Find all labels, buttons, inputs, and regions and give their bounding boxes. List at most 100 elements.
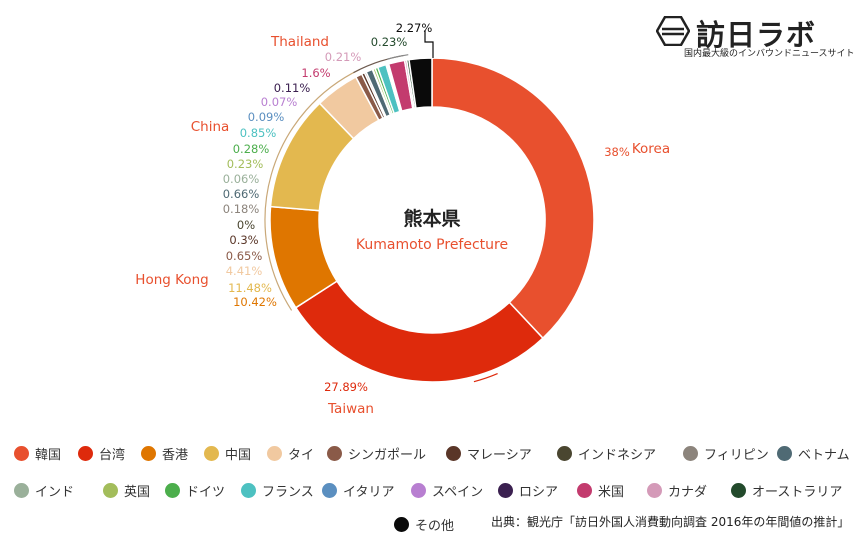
source-note: 出典：観光庁「訪日外国人消費動向調査 2016年の年間値の推計」 (491, 515, 850, 529)
legend-item-6: シンガポール (327, 444, 426, 463)
donut-chart: 熊本県 Kumamoto Prefecture 38% 27.89% 10.42%11.… (135, 21, 670, 417)
legend-label: 英国 (124, 485, 151, 500)
logo-name: 訪日ラボ (696, 18, 817, 52)
legend-item-9: フィリピン (683, 444, 769, 463)
slice-label-11: 0.06% (223, 172, 260, 186)
legend-label: ベトナム (798, 448, 850, 463)
legend-swatch (411, 483, 426, 498)
legend-label: ドイツ (186, 485, 226, 500)
legend-swatch (204, 446, 219, 461)
legend-swatch (647, 483, 662, 498)
legend-item-4: 中国 (204, 444, 251, 463)
legend-item-3: 香港 (141, 444, 188, 463)
slice-label-3: 10.42% (233, 295, 277, 309)
legend-label: その他 (415, 519, 455, 534)
donut-slice-21 (408, 57, 433, 109)
legend-label: 韓国 (35, 448, 62, 463)
legend-label: タイ (288, 448, 315, 463)
slice-label-12: 0.23% (227, 157, 264, 171)
legend-label: イタリア (343, 485, 395, 500)
legend-swatch (577, 483, 592, 498)
slice-label-15: 0.09% (248, 110, 285, 124)
callout-4: China (191, 119, 230, 135)
slice-label-6: 0.65% (226, 249, 263, 263)
callout-2: Taiwan (327, 401, 374, 417)
slice-label-4: 11.48% (228, 281, 272, 295)
slice-label-10: 0.66% (223, 187, 260, 201)
slice-label-19: 0.21% (325, 50, 362, 64)
slice-label-14: 0.85% (240, 126, 277, 140)
logo: 訪日ラボ 国内最大級のインバウンドニュースサイト (652, 12, 855, 62)
bracket-hongkong (264, 68, 360, 311)
legend-swatch (165, 483, 180, 498)
donut-slice-1 (431, 57, 595, 340)
legend-label: 中国 (225, 448, 252, 463)
slice-label-8: 0% (237, 218, 255, 232)
legend-item-2: 台湾 (78, 444, 125, 463)
legend-label: 米国 (598, 485, 625, 500)
donut-slice-2 (294, 280, 544, 383)
legend-swatch (683, 446, 698, 461)
legend-label: マレーシア (467, 448, 532, 463)
legend-label: カナダ (668, 485, 708, 500)
legend-swatch (498, 483, 513, 498)
slice-label-21: 2.27% (396, 21, 433, 35)
legend-item-21: その他 (394, 515, 454, 534)
legend-item-10: ベトナム (777, 444, 850, 463)
bracket-thailand (387, 54, 409, 60)
center-title: 熊本県 (403, 207, 460, 230)
callout-3: Hong Kong (135, 272, 208, 288)
legend-swatch (327, 446, 342, 461)
legend-swatch (78, 446, 93, 461)
legend-label: シンガポール (348, 448, 427, 463)
leader-other (424, 30, 434, 58)
legend-label: フィリピン (704, 448, 769, 463)
legend-item-1: 韓国 (14, 444, 61, 463)
legend-label: インドネシア (578, 448, 657, 463)
legend-label: ロシア (519, 485, 559, 500)
legend-swatch (446, 446, 461, 461)
slice-label-1: 38% (604, 145, 630, 159)
center-subtitle: Kumamoto Prefecture (356, 237, 508, 253)
legend-item-20: オーストラリア (731, 481, 842, 500)
legend-item-14: フランス (241, 481, 314, 500)
legend-swatch (14, 446, 29, 461)
legend-swatch (557, 446, 572, 461)
legend-item-12: 英国 (103, 481, 150, 500)
legend-item-18: 米国 (577, 481, 624, 500)
callout-1: Korea (632, 141, 670, 157)
legend-item-5: タイ (267, 444, 314, 463)
legend-item-7: マレーシア (446, 444, 532, 463)
legend-item-17: ロシア (498, 481, 558, 500)
callout-5: Thailand (270, 34, 329, 50)
legend-swatch (394, 517, 409, 532)
legend-swatch (141, 446, 156, 461)
slice-label-9: 0.18% (223, 202, 260, 216)
legend-label: フランス (262, 485, 314, 500)
legend-label: インド (35, 485, 75, 500)
legend-swatch (14, 483, 29, 498)
legend-label: 香港 (162, 448, 189, 463)
bracket-taiwan (473, 373, 498, 383)
logo-icon (656, 16, 690, 46)
legend-item-15: イタリア (322, 481, 394, 500)
slice-label-7: 0.3% (229, 233, 258, 247)
legend-label: スペイン (432, 485, 484, 500)
legend-swatch (241, 483, 256, 498)
slice-label-2: 27.89% (324, 380, 368, 394)
slice-label-18: 1.6% (301, 66, 330, 80)
slice-label-5: 4.41% (226, 264, 263, 278)
legend-item-19: カナダ (647, 481, 707, 500)
slice-label-13: 0.28% (233, 142, 270, 156)
legend-swatch (322, 483, 337, 498)
legend-swatch (777, 446, 792, 461)
legend-item-16: スペイン (411, 481, 483, 500)
slice-label-17: 0.11% (274, 81, 311, 95)
slice-label-16: 0.07% (261, 95, 298, 109)
logo-subtitle: 国内最大級のインバウンドニュースサイト (684, 49, 855, 59)
legend-swatch (731, 483, 746, 498)
legend-swatch (103, 483, 118, 498)
legend-label: オーストラリア (752, 485, 843, 500)
legend-item-11: インド (14, 481, 74, 500)
legend-item-8: インドネシア (557, 444, 656, 463)
